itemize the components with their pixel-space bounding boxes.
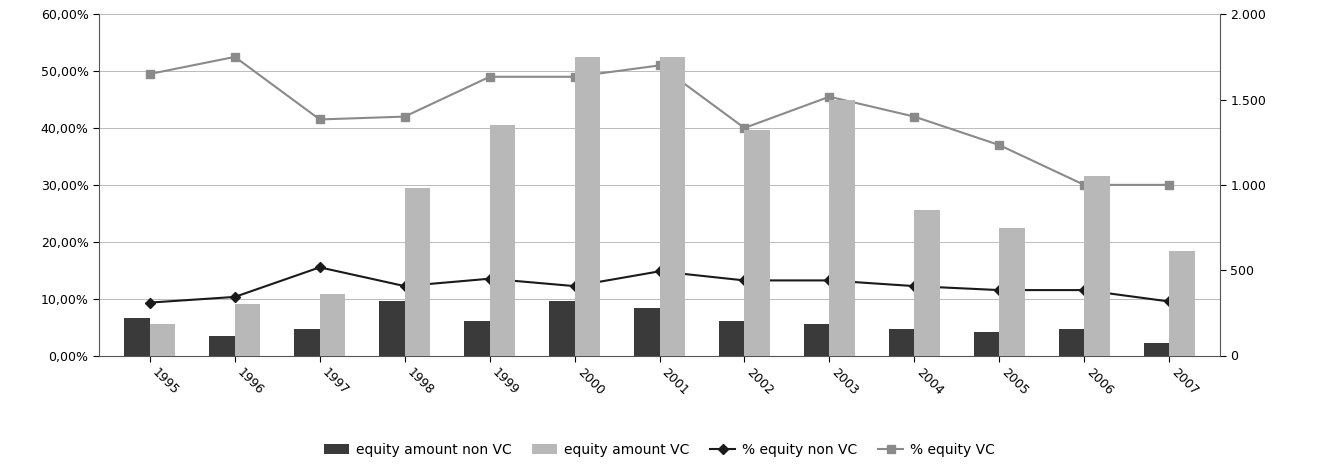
Bar xyxy=(803,324,830,356)
% equity VC xyxy=(906,114,922,119)
Bar xyxy=(719,321,744,356)
Bar xyxy=(634,308,660,356)
% equity VC xyxy=(567,74,583,80)
Bar xyxy=(235,304,260,356)
% equity non VC xyxy=(822,278,838,283)
% equity VC xyxy=(227,54,243,60)
% equity non VC xyxy=(311,264,327,270)
Bar xyxy=(973,332,1000,356)
% equity VC xyxy=(397,114,413,119)
% equity VC xyxy=(736,125,752,131)
Bar xyxy=(575,57,600,356)
% equity non VC xyxy=(992,287,1008,293)
% equity VC xyxy=(822,94,838,100)
Bar xyxy=(744,130,770,356)
Bar xyxy=(210,336,235,356)
Bar xyxy=(405,188,430,356)
Line: % equity VC: % equity VC xyxy=(145,53,1174,189)
% equity VC xyxy=(142,71,158,77)
Bar xyxy=(1000,228,1025,356)
Bar xyxy=(1144,343,1169,356)
Bar xyxy=(294,329,319,356)
% equity VC xyxy=(1076,182,1092,188)
Bar xyxy=(150,324,175,356)
Bar xyxy=(489,125,516,356)
Bar xyxy=(319,294,346,356)
% equity non VC xyxy=(906,283,922,289)
Bar xyxy=(830,100,855,356)
Bar xyxy=(1084,176,1109,356)
Bar xyxy=(124,318,150,356)
% equity VC xyxy=(481,74,497,80)
% equity non VC xyxy=(652,268,667,274)
Bar xyxy=(914,210,940,356)
% equity non VC xyxy=(397,283,413,289)
Bar xyxy=(464,321,489,356)
% equity VC xyxy=(1161,182,1177,188)
% equity non VC xyxy=(481,276,497,282)
Bar xyxy=(549,301,575,356)
% equity non VC xyxy=(142,300,158,305)
% equity non VC xyxy=(567,283,583,289)
% equity VC xyxy=(652,63,667,68)
% equity non VC xyxy=(1161,299,1177,304)
Legend: equity amount non VC, equity amount VC, % equity non VC, % equity VC: equity amount non VC, equity amount VC, … xyxy=(318,437,1001,462)
Bar xyxy=(380,301,405,356)
Bar xyxy=(660,57,685,356)
Bar xyxy=(1059,329,1084,356)
Bar xyxy=(1169,251,1195,356)
% equity non VC xyxy=(227,294,243,300)
Bar xyxy=(889,329,914,356)
% equity non VC xyxy=(736,278,752,283)
Line: % equity non VC: % equity non VC xyxy=(146,264,1173,306)
% equity non VC xyxy=(1076,287,1092,293)
% equity VC xyxy=(311,117,327,122)
% equity VC xyxy=(992,142,1008,148)
